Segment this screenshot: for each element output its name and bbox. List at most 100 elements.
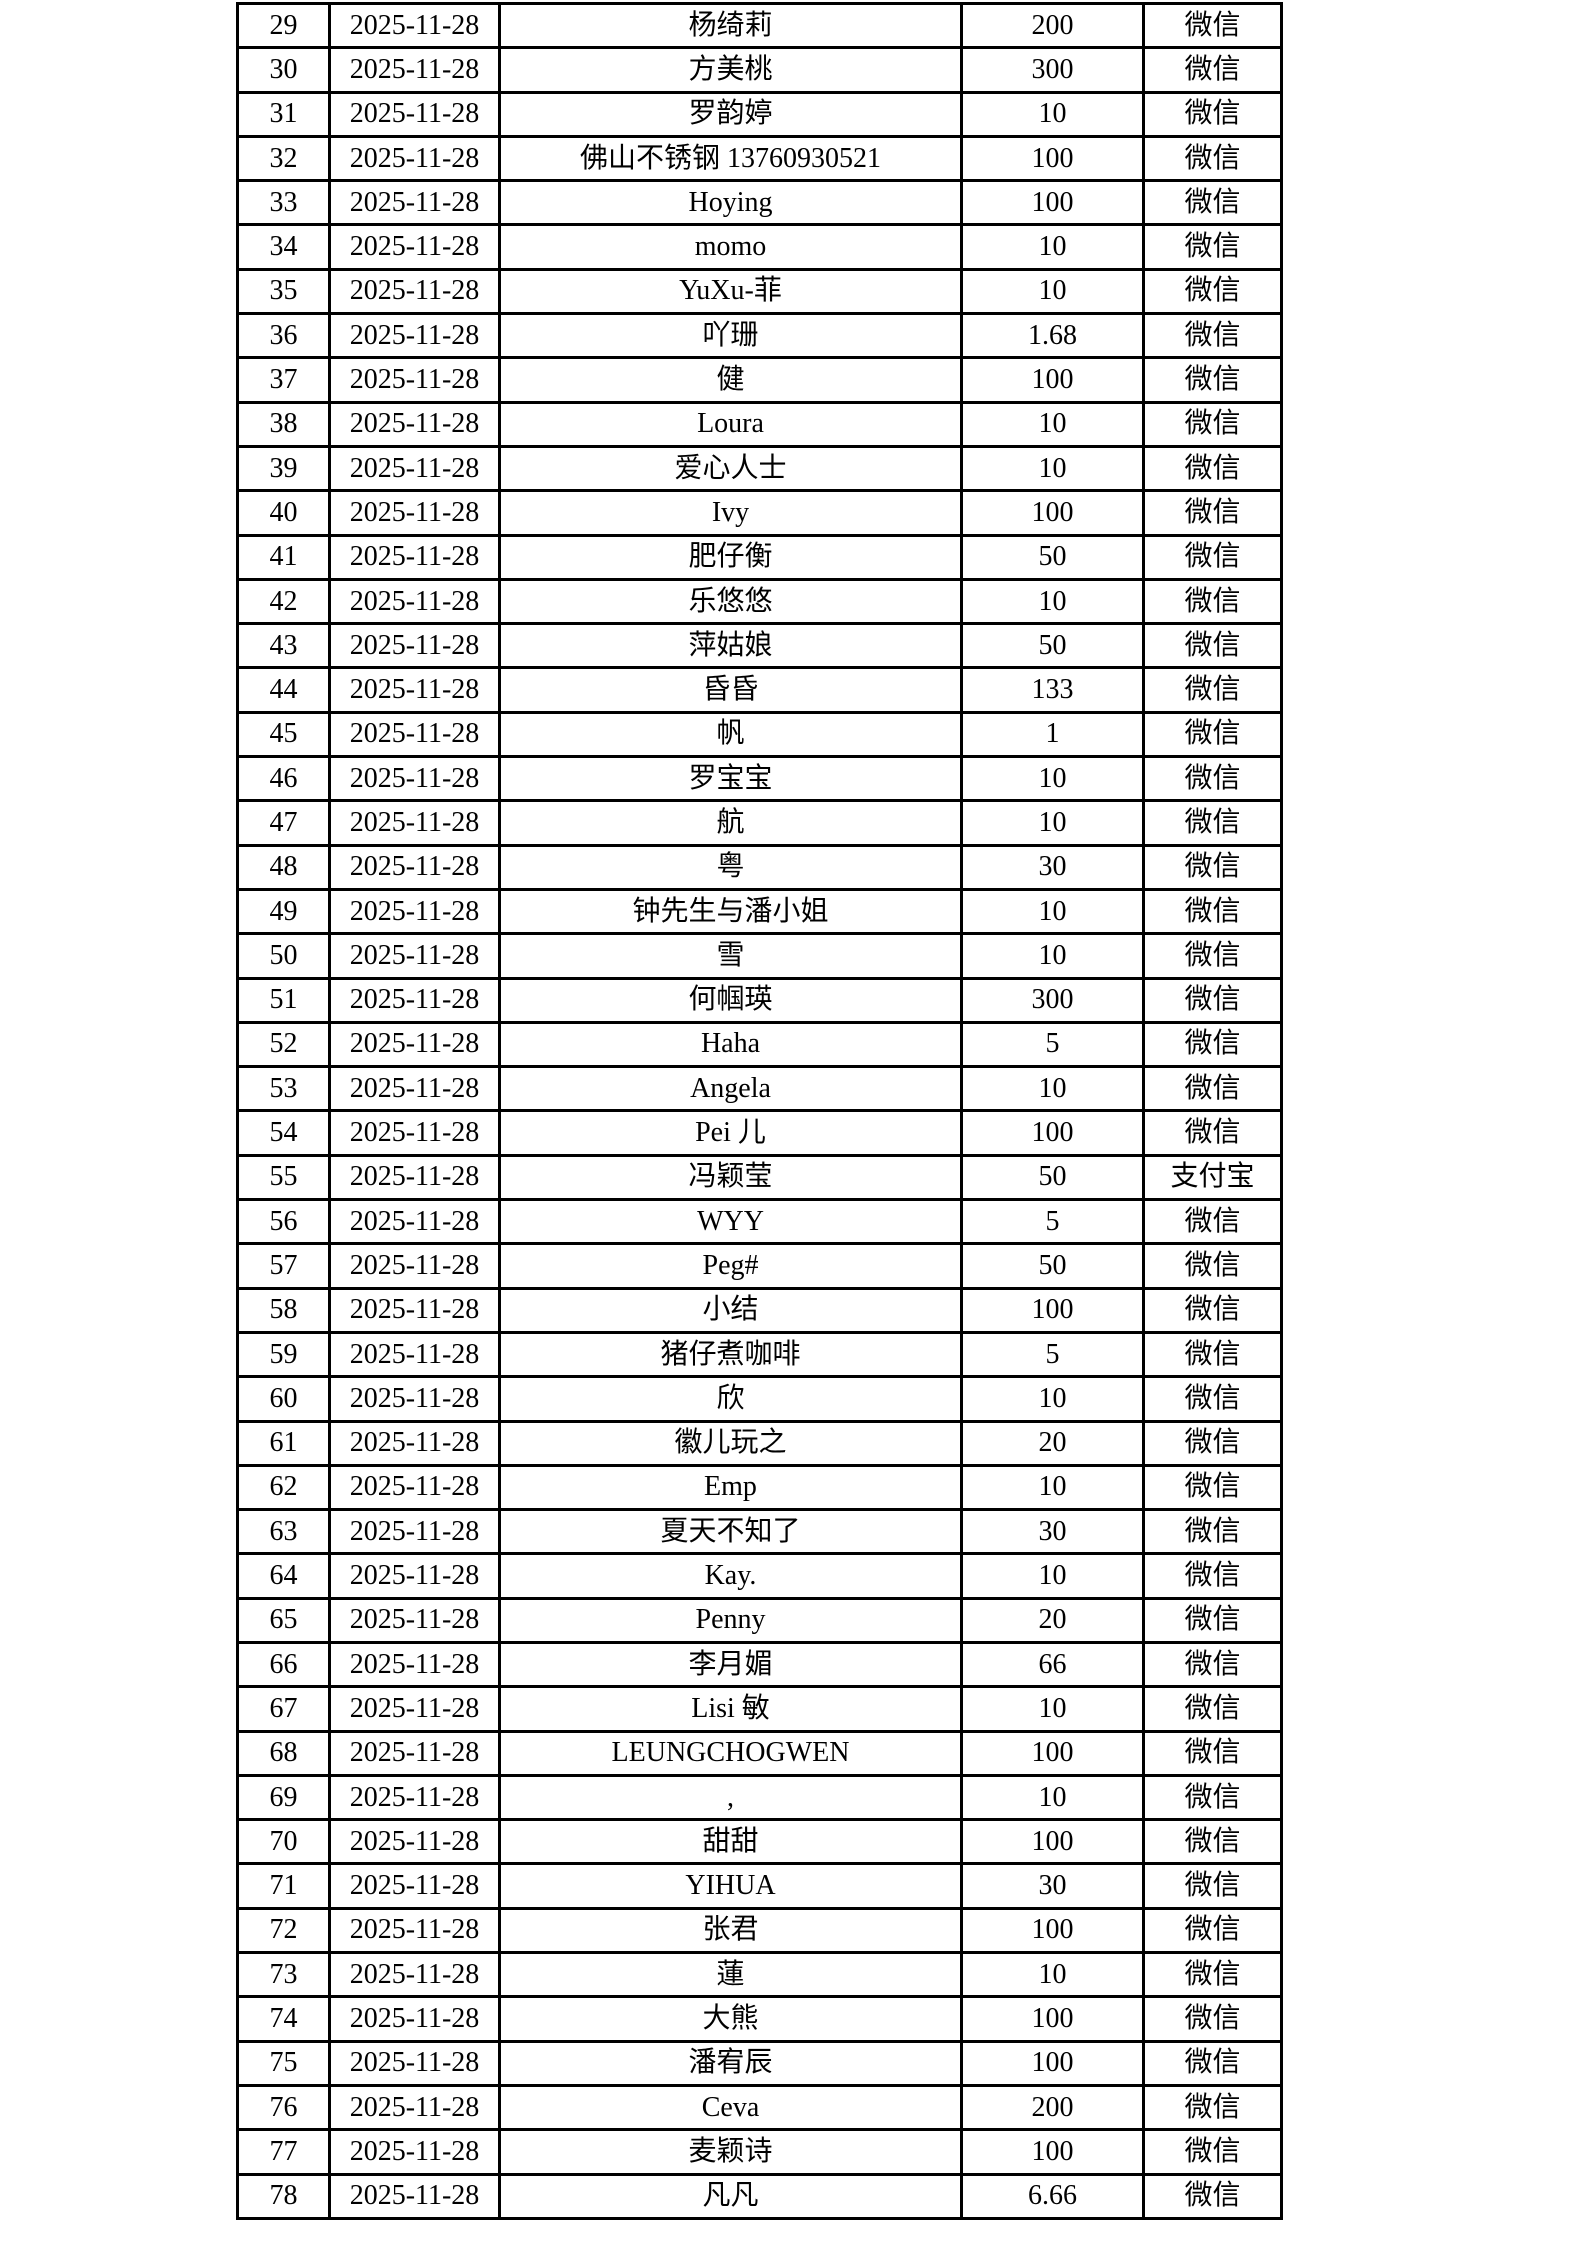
cell-amount: 300 bbox=[960, 46, 1145, 94]
cell-amount: 100 bbox=[960, 1286, 1145, 1334]
cell-no: 69 bbox=[236, 1773, 331, 1822]
cell-date: 2025-11-28 bbox=[328, 710, 501, 759]
cell-method: 微信 bbox=[1142, 1995, 1283, 2043]
cell-amount: 20 bbox=[960, 1419, 1145, 1467]
table-row: 45 2025-11-28 帆 1 微信 bbox=[236, 710, 1283, 759]
cell-method: 微信 bbox=[1142, 976, 1283, 1024]
table-row: 34 2025-11-28 momo 10 微信 bbox=[236, 223, 1283, 271]
cell-method: 微信 bbox=[1142, 2039, 1283, 2087]
cell-method: 微信 bbox=[1142, 622, 1283, 670]
cell-name: 吖珊 bbox=[498, 312, 963, 360]
table-row: 50 2025-11-28 雪 10 微信 bbox=[236, 932, 1283, 980]
cell-amount: 1.68 bbox=[960, 312, 1145, 360]
table-row: 49 2025-11-28 钟先生与潘小姐 10 微信 bbox=[236, 887, 1283, 936]
cell-name: Loura bbox=[498, 400, 963, 448]
cell-no: 32 bbox=[236, 134, 331, 183]
cell-amount: 100 bbox=[960, 489, 1145, 537]
cell-amount: 10 bbox=[960, 1773, 1145, 1822]
cell-amount: 10 bbox=[960, 1685, 1145, 1733]
table-row: 51 2025-11-28 何帼瑛 300 微信 bbox=[236, 976, 1283, 1024]
cell-method: 微信 bbox=[1142, 1906, 1283, 1955]
cell-amount: 100 bbox=[960, 179, 1145, 227]
cell-date: 2025-11-28 bbox=[328, 887, 501, 936]
cell-date: 2025-11-28 bbox=[328, 976, 501, 1024]
table-row: 61 2025-11-28 徽儿玩之 20 微信 bbox=[236, 1419, 1283, 1467]
cell-no: 68 bbox=[236, 1729, 331, 1777]
cell-method: 微信 bbox=[1142, 1685, 1283, 1733]
table-row: 63 2025-11-28 夏天不知了 30 微信 bbox=[236, 1508, 1283, 1556]
cell-name: 爱心人士 bbox=[498, 444, 963, 493]
cell-no: 71 bbox=[236, 1862, 331, 1910]
cell-name: 昏昏 bbox=[498, 666, 963, 714]
table-row: 30 2025-11-28 方美桃 300 微信 bbox=[236, 46, 1283, 94]
cell-no: 59 bbox=[236, 1330, 331, 1379]
table-row: 76 2025-11-28 Ceva 200 微信 bbox=[236, 2083, 1283, 2132]
table-row: 31 2025-11-28 罗韵婷 10 微信 bbox=[236, 90, 1283, 138]
cell-date: 2025-11-28 bbox=[328, 1818, 501, 1866]
cell-amount: 10 bbox=[960, 267, 1145, 316]
cell-name: 蓮 bbox=[498, 1951, 963, 1999]
cell-name: Lisi 敏 bbox=[498, 1685, 963, 1733]
cell-no: 55 bbox=[236, 1153, 331, 1202]
table-row: 41 2025-11-28 肥仔衡 50 微信 bbox=[236, 533, 1283, 581]
cell-date: 2025-11-28 bbox=[328, 179, 501, 227]
table-row: 74 2025-11-28 大熊 100 微信 bbox=[236, 1995, 1283, 2043]
cell-no: 76 bbox=[236, 2083, 331, 2132]
cell-method: 微信 bbox=[1142, 2128, 1283, 2176]
cell-name: 钟先生与潘小姐 bbox=[498, 887, 963, 936]
cell-no: 38 bbox=[236, 400, 331, 448]
cell-date: 2025-11-28 bbox=[328, 1419, 501, 1467]
cell-name: 方美桃 bbox=[498, 46, 963, 94]
cell-name: 冯颖莹 bbox=[498, 1153, 963, 1202]
cell-name: 潘宥辰 bbox=[498, 2039, 963, 2087]
cell-date: 2025-11-28 bbox=[328, 1153, 501, 1202]
table-row: 38 2025-11-28 Loura 10 微信 bbox=[236, 400, 1283, 448]
cell-name: WYY bbox=[498, 1198, 963, 1246]
cell-amount: 20 bbox=[960, 1596, 1145, 1644]
cell-date: 2025-11-28 bbox=[328, 1375, 501, 1423]
cell-name: 航 bbox=[498, 799, 963, 847]
cell-no: 62 bbox=[236, 1463, 331, 1512]
cell-date: 2025-11-28 bbox=[328, 577, 501, 626]
cell-name: 大熊 bbox=[498, 1995, 963, 2043]
table-row: 32 2025-11-28 佛山不锈钢 13760930521 100 微信 bbox=[236, 134, 1283, 183]
cell-method: 微信 bbox=[1142, 1508, 1283, 1556]
table-row: 73 2025-11-28 蓮 10 微信 bbox=[236, 1951, 1283, 1999]
cell-name: 夏天不知了 bbox=[498, 1508, 963, 1556]
cell-name: LEUNGCHOGWEN bbox=[498, 1729, 963, 1777]
cell-amount: 10 bbox=[960, 932, 1145, 980]
cell-no: 74 bbox=[236, 1995, 331, 2043]
cell-no: 39 bbox=[236, 444, 331, 493]
cell-amount: 30 bbox=[960, 1862, 1145, 1910]
cell-no: 37 bbox=[236, 356, 331, 404]
cell-no: 65 bbox=[236, 1596, 331, 1644]
cell-name: 徽儿玩之 bbox=[498, 1419, 963, 1467]
cell-no: 43 bbox=[236, 622, 331, 670]
cell-name: 欣 bbox=[498, 1375, 963, 1423]
cell-method: 微信 bbox=[1142, 843, 1283, 891]
cell-date: 2025-11-28 bbox=[328, 1463, 501, 1512]
cell-no: 31 bbox=[236, 90, 331, 138]
cell-name: Pei 儿 bbox=[498, 1109, 963, 1157]
cell-method: 微信 bbox=[1142, 1109, 1283, 1157]
cell-no: 42 bbox=[236, 577, 331, 626]
cell-amount: 100 bbox=[960, 1995, 1145, 2043]
cell-date: 2025-11-28 bbox=[328, 356, 501, 404]
cell-name: Penny bbox=[498, 1596, 963, 1644]
cell-method: 微信 bbox=[1142, 1552, 1283, 1600]
cell-amount: 100 bbox=[960, 2128, 1145, 2176]
cell-name: 何帼瑛 bbox=[498, 976, 963, 1024]
table-row: 54 2025-11-28 Pei 儿 100 微信 bbox=[236, 1109, 1283, 1157]
cell-date: 2025-11-28 bbox=[328, 223, 501, 271]
cell-amount: 30 bbox=[960, 1508, 1145, 1556]
table-row: 56 2025-11-28 WYY 5 微信 bbox=[236, 1198, 1283, 1246]
table-row: 78 2025-11-28 凡凡 6.66 微信 bbox=[236, 2172, 1283, 2220]
cell-method: 微信 bbox=[1142, 887, 1283, 936]
table-row: 53 2025-11-28 Angela 10 微信 bbox=[236, 1065, 1283, 1113]
cell-method: 微信 bbox=[1142, 2172, 1283, 2220]
cell-no: 53 bbox=[236, 1065, 331, 1113]
table-row: 68 2025-11-28 LEUNGCHOGWEN 100 微信 bbox=[236, 1729, 1283, 1777]
cell-amount: 30 bbox=[960, 843, 1145, 891]
cell-name: Angela bbox=[498, 1065, 963, 1113]
cell-amount: 66 bbox=[960, 1640, 1145, 1689]
